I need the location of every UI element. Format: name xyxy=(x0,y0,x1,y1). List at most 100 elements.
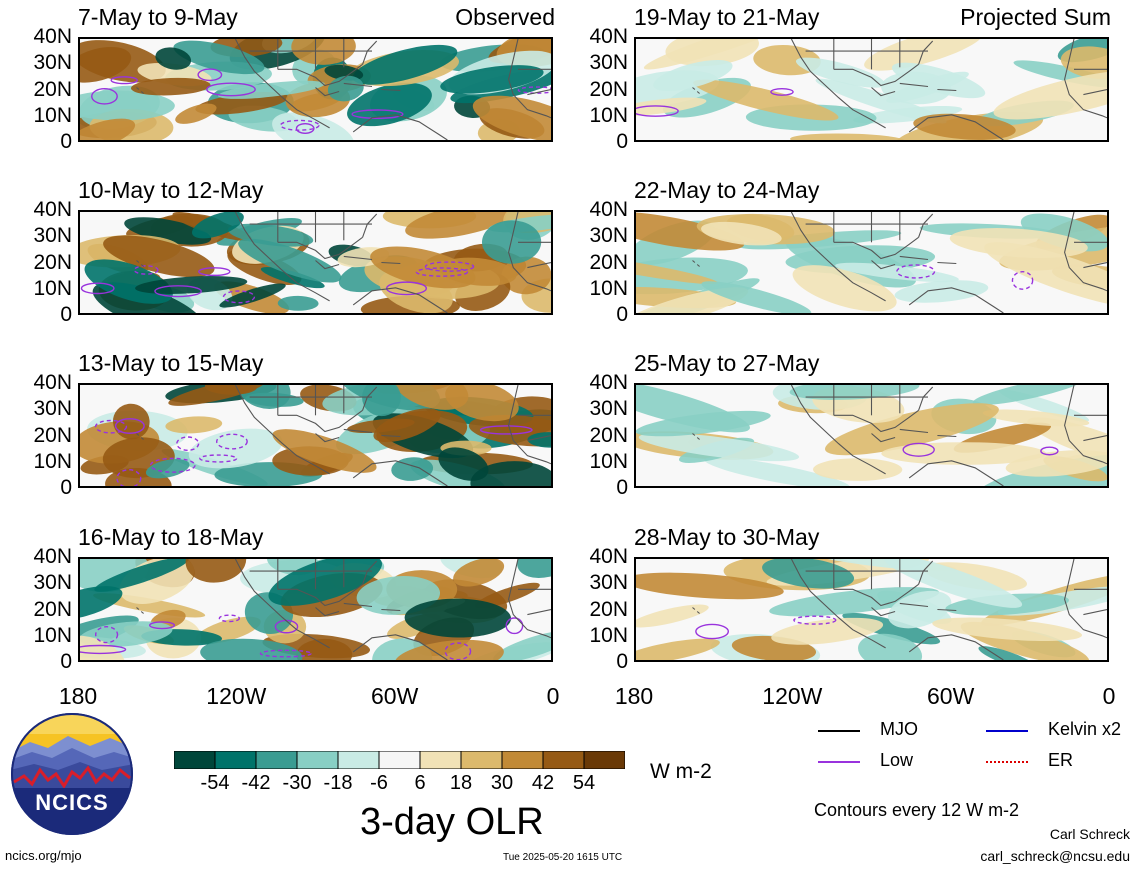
colorbar-tick-9: 54 xyxy=(572,772,596,794)
colorbar-tick-5: 6 xyxy=(414,772,426,794)
legend-label-3: ER xyxy=(1048,750,1074,770)
footer-email: carl_schreck@ncsu.edu xyxy=(980,848,1130,864)
olr-map-right-3 xyxy=(634,383,1109,488)
lat-label-left-1-3: 10N xyxy=(33,103,72,127)
lat-label-left-4-4: 0 xyxy=(60,650,72,673)
footer-author: Carl Schreck xyxy=(1049,826,1130,842)
lat-label-right-3-4: 0 xyxy=(616,476,628,499)
lat-label-right-2-2: 20N xyxy=(589,250,628,274)
footer-url: ncics.org/mjo xyxy=(5,848,82,863)
lat-label-left-4-3: 10N xyxy=(33,623,72,647)
olr-map-right-4 xyxy=(634,557,1109,662)
colorbar-swatches xyxy=(173,750,626,770)
colorbar-swatch-5 xyxy=(378,750,421,770)
olr-map-field-right-4 xyxy=(636,559,1107,660)
lat-label-right-4-3: 10N xyxy=(589,623,628,647)
olr-map-field-left-3 xyxy=(80,385,551,486)
olr-map-field-right-2 xyxy=(636,212,1107,313)
colorbar-swatch-10 xyxy=(583,750,626,770)
lon-label-right-2: 60W xyxy=(927,683,975,709)
lat-label-right-4-4: 0 xyxy=(616,650,628,673)
lon-label-left-3: 0 xyxy=(546,683,560,709)
lat-label-left-4-2: 20N xyxy=(33,597,72,621)
olr-map-right-2 xyxy=(634,210,1109,315)
ncics-logo: NCICS xyxy=(10,712,134,836)
colorbar-tick-3: -18 xyxy=(323,772,353,794)
colorbar-swatch-2 xyxy=(255,750,298,770)
lat-label-left-2-3: 10N xyxy=(33,276,72,300)
lon-label-left-1: 120W xyxy=(206,683,267,709)
panel-tag-left: Observed xyxy=(455,4,555,30)
colorbar-tick-6: 18 xyxy=(449,772,473,794)
lat-label-left-3-3: 10N xyxy=(33,449,72,473)
lat-label-left-1-0: 40N xyxy=(33,25,72,48)
colorbar xyxy=(173,750,626,770)
colorbar-tick-8: 42 xyxy=(531,772,555,794)
lon-label-left-0: 180 xyxy=(58,683,98,709)
lat-label-left-3-0: 40N xyxy=(33,371,72,394)
colorbar-swatch-1 xyxy=(214,750,257,770)
lat-label-left-1-2: 20N xyxy=(33,77,72,101)
olr-map-field-right-3 xyxy=(636,385,1107,486)
colorbar-swatch-3 xyxy=(296,750,339,770)
lat-label-left-4-1: 30N xyxy=(33,571,72,595)
colorbar-tick-0: -54 xyxy=(200,772,230,794)
panel-title-left-2: 10-May to 12-May xyxy=(78,177,264,203)
lat-label-left-3-1: 30N xyxy=(33,397,72,421)
lat-label-right-2-3: 10N xyxy=(589,276,628,300)
lat-label-right-2-0: 40N xyxy=(589,198,628,221)
colorbar-tick-1: -42 xyxy=(241,772,271,794)
panel-tag-right: Projected Sum xyxy=(960,4,1111,30)
olr-map-right-1 xyxy=(634,37,1109,142)
lat-label-right-2-4: 0 xyxy=(616,303,628,326)
lat-label-right-3-0: 40N xyxy=(589,371,628,394)
panel-title-right-1: 19-May to 21-May xyxy=(634,4,820,30)
legend-label-1: Kelvin x2 xyxy=(1048,719,1122,739)
colorbar-swatch-8 xyxy=(501,750,544,770)
lon-label-right-0: 180 xyxy=(614,683,654,709)
colorbar-swatch-7 xyxy=(460,750,503,770)
lat-label-left-4-0: 40N xyxy=(33,545,72,568)
lat-label-right-3-2: 20N xyxy=(589,423,628,447)
olr-map-field-left-4 xyxy=(80,559,551,660)
olr-map-left-4 xyxy=(78,557,553,662)
colorbar-units: W m-2 xyxy=(650,760,712,783)
olr-map-field-left-1 xyxy=(80,39,551,140)
panel-title-left-1: 7-May to 9-May xyxy=(78,4,238,30)
colorbar-swatch-9 xyxy=(542,750,585,770)
lat-label-right-1-2: 20N xyxy=(589,77,628,101)
olr-map-left-2 xyxy=(78,210,553,315)
colorbar-tick-4: -6 xyxy=(370,772,388,794)
lon-label-right-3: 0 xyxy=(1102,683,1116,709)
lat-label-left-1-1: 30N xyxy=(33,51,72,75)
lat-label-right-1-0: 40N xyxy=(589,25,628,48)
lat-label-right-4-0: 40N xyxy=(589,545,628,568)
olr-map-left-3 xyxy=(78,383,553,488)
olr-map-left-1 xyxy=(78,37,553,142)
legend-label-0: MJO xyxy=(880,719,918,739)
lat-label-left-2-0: 40N xyxy=(33,198,72,221)
colorbar-swatch-0 xyxy=(173,750,216,770)
lat-label-left-2-1: 30N xyxy=(33,224,72,248)
colorbar-swatch-6 xyxy=(419,750,462,770)
lat-label-right-1-1: 30N xyxy=(589,51,628,75)
lat-label-left-2-4: 0 xyxy=(60,303,72,326)
ncics-logo-text: NCICS xyxy=(35,790,109,815)
panel-title-right-4: 28-May to 30-May xyxy=(634,524,820,550)
colorbar-title: 3-day OLR xyxy=(360,801,544,843)
panel-title-left-3: 13-May to 15-May xyxy=(78,350,264,376)
contour-note: Contours every 12 W m-2 xyxy=(814,800,1020,820)
legend-line-2 xyxy=(818,761,860,763)
lat-label-right-1-4: 0 xyxy=(616,130,628,153)
legend-line-1 xyxy=(986,730,1028,732)
panel-title-right-2: 22-May to 24-May xyxy=(634,177,820,203)
panel-title-left-4: 16-May to 18-May xyxy=(78,524,264,550)
lat-label-right-4-1: 30N xyxy=(589,571,628,595)
footer-timestamp: Tue 2025-05-20 1615 UTC xyxy=(503,852,623,863)
lat-label-right-3-1: 30N xyxy=(589,397,628,421)
lon-label-left-2: 60W xyxy=(371,683,419,709)
colorbar-tick-2: -30 xyxy=(282,772,312,794)
lat-label-right-4-2: 20N xyxy=(589,597,628,621)
colorbar-swatch-4 xyxy=(337,750,380,770)
legend-line-0 xyxy=(818,730,860,732)
